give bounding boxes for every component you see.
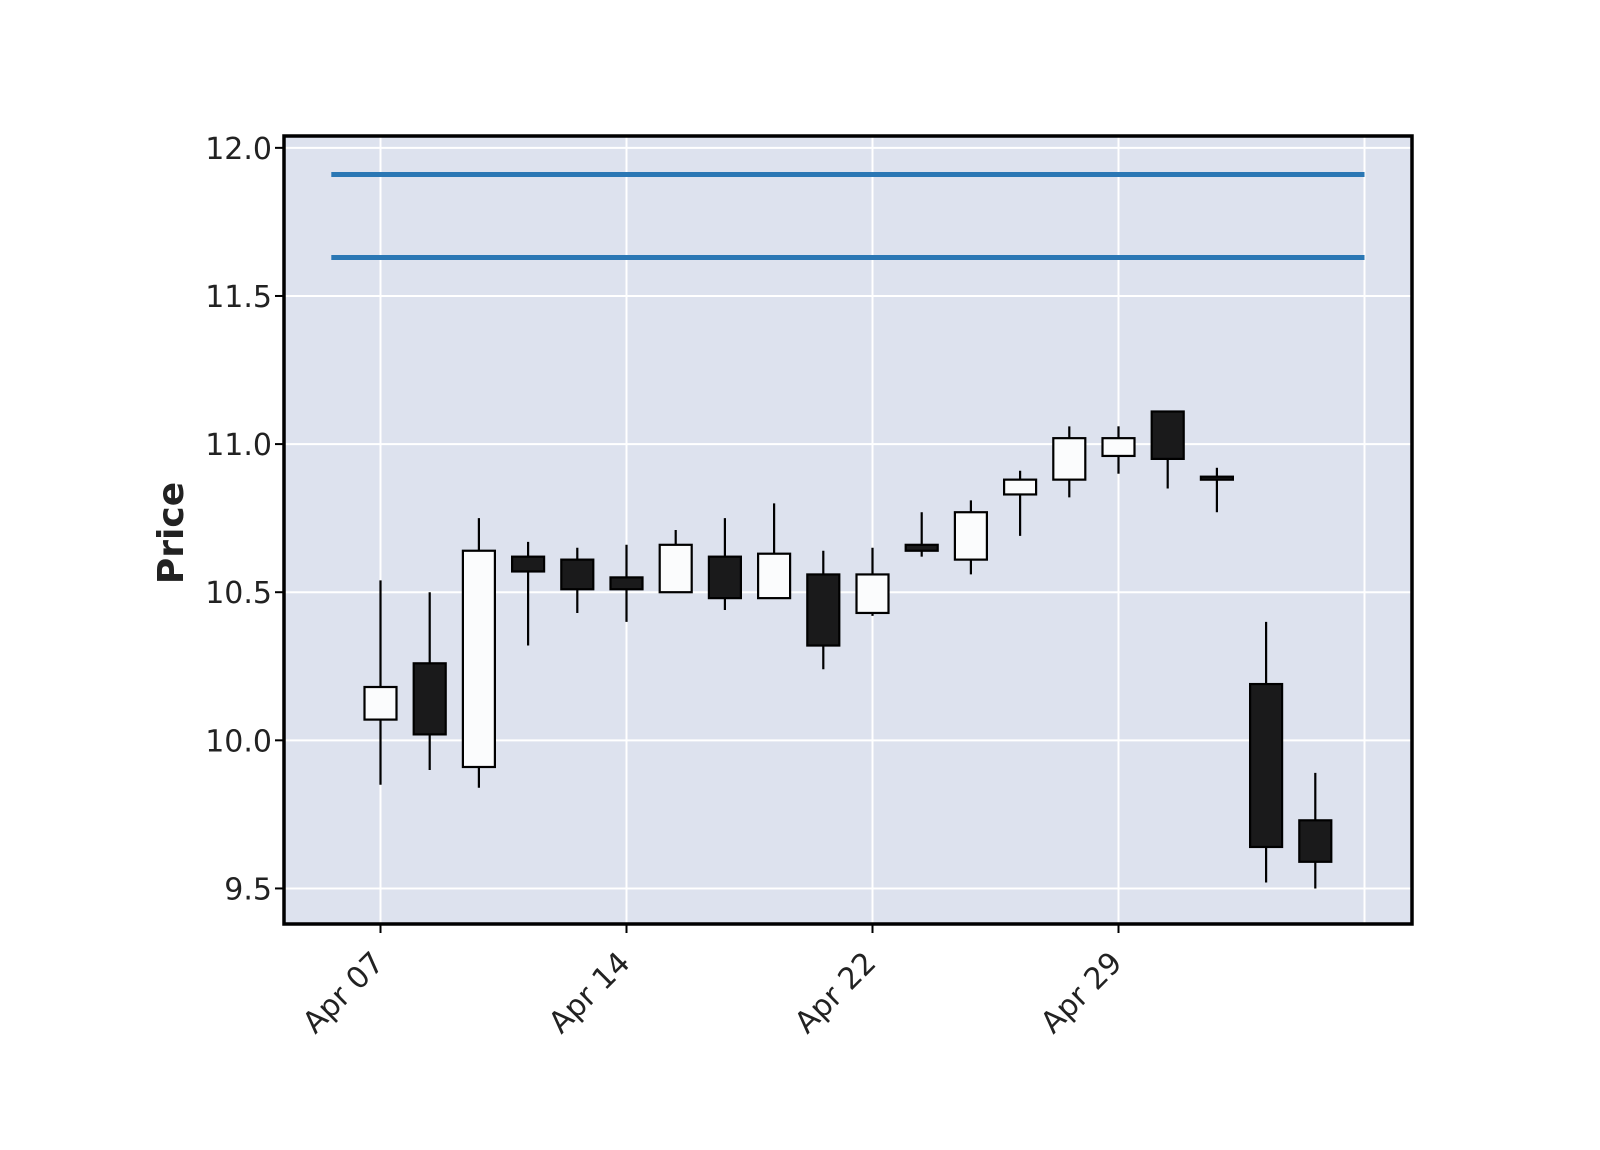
candle-body <box>1150 410 1185 461</box>
candle-body <box>1002 478 1038 496</box>
candle-body <box>560 558 595 591</box>
candle-body <box>1101 437 1136 458</box>
candle <box>855 547 890 616</box>
candle-body <box>1199 475 1235 481</box>
horizontal-lines <box>331 172 1365 260</box>
x-axis-ticks: Apr 07 Apr 14 Apr 22 Apr 29 <box>296 924 1129 1041</box>
candle <box>1248 621 1284 883</box>
candle-body <box>953 511 989 561</box>
candle <box>904 512 939 557</box>
candle-body <box>609 576 644 591</box>
candle <box>1002 470 1038 536</box>
candle <box>756 503 792 600</box>
candle-body <box>707 555 743 600</box>
candle <box>1298 772 1333 889</box>
y-tick-label: 9.5 <box>224 872 272 907</box>
candle-body <box>1052 437 1087 481</box>
x-tick-label: Apr 14 <box>542 945 637 1040</box>
candle <box>1150 410 1185 489</box>
x-tick-label: Apr 22 <box>788 945 883 1040</box>
candle-body <box>756 552 792 600</box>
candle <box>1052 426 1087 498</box>
y-tick-label: 12.0 <box>205 132 272 167</box>
y-axis-label: Price <box>151 482 192 584</box>
candle-body <box>1248 682 1284 849</box>
candle-body <box>412 662 447 736</box>
candle <box>953 500 989 575</box>
y-tick-label: 11.0 <box>205 428 272 463</box>
candle-body <box>1298 819 1333 863</box>
candle <box>412 592 447 770</box>
y-axis-ticks: 9.5 10.0 10.5 11.0 11.5 12.0 <box>205 132 284 907</box>
plot-frame <box>282 134 1414 926</box>
plot-background <box>284 136 1412 924</box>
x-tick-label: Apr 29 <box>1034 945 1129 1040</box>
candle <box>510 541 546 646</box>
y-tick-label: 10.5 <box>205 576 272 611</box>
candle-body <box>904 543 939 552</box>
candle-body <box>461 549 496 769</box>
candle <box>363 580 398 785</box>
y-tick-label: 11.5 <box>205 280 272 315</box>
candle <box>560 547 595 613</box>
candle <box>806 550 841 670</box>
candle-body <box>806 573 841 647</box>
candle-body <box>855 573 890 615</box>
candle <box>1101 426 1136 474</box>
candle <box>1199 467 1235 513</box>
candle <box>461 518 496 788</box>
candles <box>363 410 1333 889</box>
candle <box>707 518 743 610</box>
x-tick-label: Apr 07 <box>296 945 391 1040</box>
candle <box>609 544 644 622</box>
candle-body <box>510 555 546 573</box>
candle <box>658 530 693 594</box>
candle-body <box>363 685 398 721</box>
y-tick-label: 10.0 <box>205 724 272 759</box>
candle-body <box>658 543 693 594</box>
